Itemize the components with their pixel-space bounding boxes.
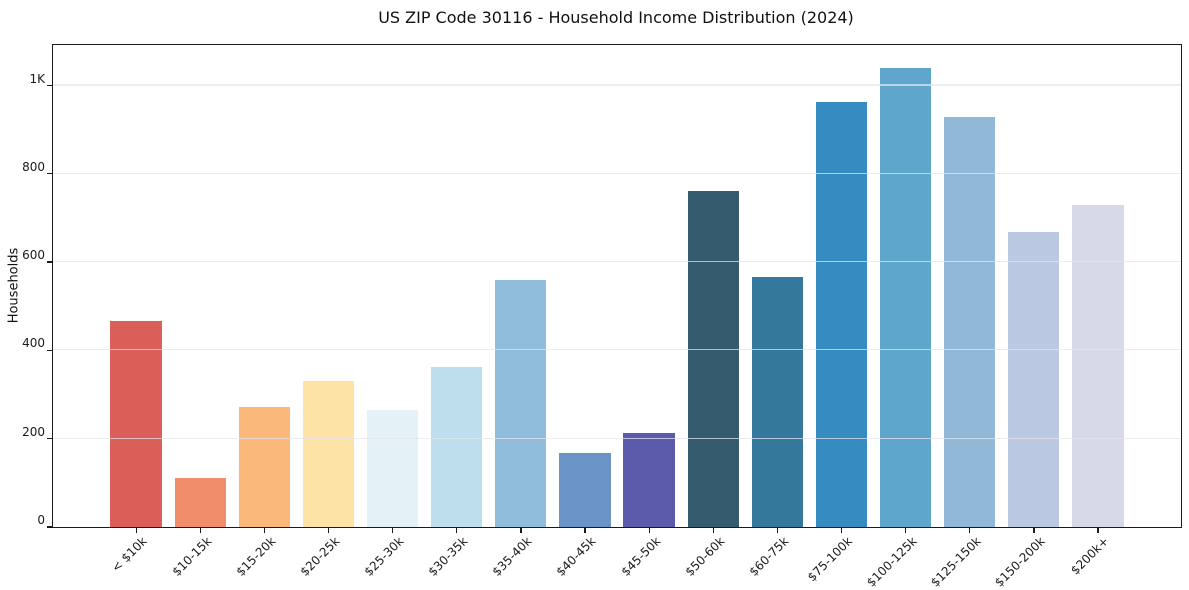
- x-tick-label-8: $40-45k: [553, 534, 599, 579]
- x-tick-label-15: $150-200k: [992, 534, 1048, 590]
- x-tick-label-13: $100-125k: [863, 534, 920, 590]
- y-tick-label-0: 0: [37, 513, 45, 527]
- x-tick-label-10: $50-60k: [682, 534, 728, 579]
- plot-area: 0 200 400 600 800 1K < $10k $10-15k $15-20k $20-2…: [22, 44, 1182, 590]
- y-tick-mark-1K: [46, 84, 52, 87]
- y-tick-mark-800: [46, 173, 52, 175]
- x-tick-label-1: < $10k: [109, 534, 150, 575]
- x-tick-mark-14: [969, 528, 971, 534]
- bar-9: [623, 432, 675, 527]
- x-tick-mark-15: [1033, 528, 1035, 534]
- bar-1: [110, 320, 162, 527]
- bar-7: [495, 279, 547, 527]
- x-tick-label-7: $35-40k: [489, 534, 535, 579]
- x-tick-mark-8: [584, 528, 586, 534]
- x-tick-label-4: $20-25k: [297, 534, 343, 579]
- bar-3: [238, 406, 290, 527]
- y-axis-label: Households: [6, 247, 22, 324]
- x-tick-label-6: $30-35k: [425, 534, 471, 579]
- y-tick-mark-0: [46, 526, 52, 528]
- y-tick-label-800: 800: [22, 159, 45, 174]
- x-tick-label-5: $25-30k: [361, 534, 407, 579]
- bar-16: [1072, 204, 1124, 527]
- y-tick-mark-200: [46, 437, 52, 440]
- y-tick-label-400: 400: [22, 336, 45, 351]
- bar-11: [751, 277, 803, 527]
- x-tick-mark-4: [327, 528, 330, 534]
- x-tick-mark-9: [648, 528, 650, 534]
- gridline-600: [53, 260, 1181, 263]
- x-tick-mark-10: [712, 528, 714, 534]
- bar-2: [174, 478, 226, 527]
- bar-5: [366, 410, 419, 527]
- y-tick-mark-600: [46, 261, 52, 263]
- gridline-400: [53, 349, 1181, 351]
- x-tick-mark-7: [520, 528, 522, 534]
- x-tick-label-2: $10-15k: [169, 534, 215, 579]
- y-tick-label-600: 600: [22, 248, 45, 263]
- x-tick-mark-12: [840, 528, 843, 534]
- gridline-1K: [53, 84, 1181, 86]
- x-tick-mark-6: [456, 528, 458, 534]
- x-tick-label-9: $45-50k: [618, 534, 663, 579]
- bar-12: [815, 102, 868, 527]
- x-tick-label-16: $200k+: [1068, 534, 1112, 578]
- y-tick-label-200: 200: [22, 424, 45, 439]
- bar-15: [1008, 232, 1060, 527]
- bar-6: [431, 367, 483, 527]
- x-tick-mark-3: [263, 528, 266, 534]
- x-tick-label-14: $125-150k: [927, 534, 984, 590]
- y-tick-label-1K: 1K: [29, 71, 45, 86]
- y-tick-mark-400: [46, 349, 52, 351]
- bar-14: [944, 116, 996, 527]
- x-tick-label-11: $60-75k: [746, 534, 792, 579]
- bar-10: [687, 191, 739, 527]
- bar-13: [879, 67, 932, 527]
- x-tick-mark-13: [905, 528, 907, 534]
- chart-title: US ZIP Code 30116 - Household Income Dis…: [378, 8, 854, 27]
- gridline-200: [53, 437, 1181, 439]
- x-tick-mark-1: [135, 528, 137, 534]
- x-tick-mark-16: [1097, 528, 1099, 534]
- x-tick-label-3: $15-20k: [233, 534, 279, 579]
- bar-8: [559, 452, 611, 527]
- gridline-800: [53, 172, 1181, 174]
- x-tick-mark-2: [199, 528, 201, 534]
- bar-4: [302, 381, 355, 527]
- x-tick-mark-11: [776, 528, 779, 534]
- x-tick-mark-5: [392, 528, 394, 534]
- x-tick-label-12: $75-100k: [805, 534, 856, 585]
